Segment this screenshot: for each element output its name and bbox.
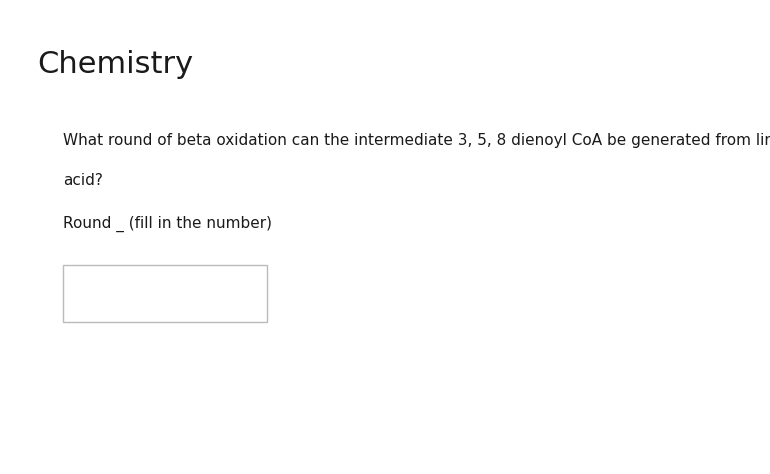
- Text: Round _ (fill in the number): Round _ (fill in the number): [63, 216, 272, 232]
- Text: Chemistry: Chemistry: [37, 50, 193, 79]
- Text: acid?: acid?: [63, 173, 103, 188]
- FancyBboxPatch shape: [63, 265, 267, 322]
- Text: What round of beta oxidation can the intermediate 3, 5, 8 dienoyl CoA be generat: What round of beta oxidation can the int…: [63, 133, 770, 148]
